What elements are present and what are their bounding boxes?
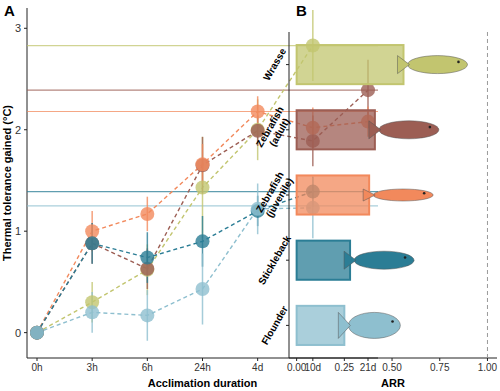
x-tick — [392, 358, 393, 361]
fish-body — [373, 189, 433, 201]
y-axis — [27, 8, 28, 358]
x-tick — [147, 358, 148, 361]
y-tick-label: Zebrafish(adult) — [254, 105, 296, 155]
data-point — [30, 326, 44, 340]
reference-line — [27, 90, 378, 91]
x-tick — [202, 358, 203, 361]
fish-eye — [391, 320, 394, 323]
x-axis-title: Acclimation duration — [148, 377, 258, 389]
x-tick — [92, 358, 93, 361]
bar — [297, 306, 345, 345]
fish-eye — [457, 61, 460, 64]
fish-eye — [423, 192, 426, 195]
fish-tail — [397, 56, 409, 74]
x-tick-label: 10d — [304, 362, 321, 373]
fish-tail — [363, 189, 375, 201]
x-tick-label: 21d — [360, 362, 377, 373]
y-tick-label: Flounder — [259, 304, 290, 347]
fish-body — [379, 121, 439, 139]
data-point — [30, 326, 44, 340]
x-tick-label: 0.25 — [335, 362, 355, 373]
data-point — [30, 326, 44, 340]
data-point — [85, 224, 99, 238]
x-tick-label: 6h — [142, 362, 153, 373]
y-tick — [24, 28, 27, 29]
x-tick — [257, 358, 258, 361]
x-tick-label: 0.50 — [382, 362, 402, 373]
data-point — [196, 234, 210, 248]
y-tick-label: 1 — [15, 225, 21, 237]
data-point — [140, 207, 154, 221]
x-tick — [487, 358, 488, 361]
panel-label: A — [4, 2, 15, 19]
data-point — [30, 326, 44, 340]
data-point — [251, 104, 265, 118]
y-tick-label: Wrasse — [261, 46, 288, 83]
x-tick-label: 0.75 — [430, 362, 450, 373]
x-tick-label: 3h — [87, 362, 98, 373]
fish-tail — [344, 251, 356, 269]
x-tick — [37, 358, 38, 361]
fish-icon — [369, 121, 439, 139]
fish-tail — [369, 121, 381, 139]
x-tick-label: 0h — [31, 362, 42, 373]
fish-icon — [397, 56, 467, 74]
fish-icon — [363, 189, 433, 201]
data-point — [196, 282, 210, 296]
x-axis — [289, 358, 497, 359]
y-tick — [24, 129, 27, 130]
x-tick-label: 24h — [194, 362, 211, 373]
fish-icon — [338, 312, 400, 338]
y-tick — [24, 231, 27, 232]
fish-body — [407, 56, 467, 74]
bar — [297, 110, 375, 149]
data-point — [361, 83, 375, 97]
y-tick-label: 2 — [15, 124, 21, 136]
data-point — [85, 236, 99, 250]
data-point — [196, 181, 210, 195]
y-tick — [286, 64, 289, 65]
y-tick-label: Stickleback — [256, 233, 293, 287]
y-axis-title: Thermal tolerance gained (°C) — [1, 105, 13, 261]
y-tick — [286, 325, 289, 326]
data-point — [85, 305, 99, 319]
x-tick — [296, 358, 297, 361]
panel-label: B — [296, 2, 307, 19]
bar — [297, 175, 370, 214]
fish-eye — [404, 256, 407, 259]
fish-icon — [344, 251, 414, 269]
reference-line — [487, 32, 488, 358]
data-point — [85, 236, 99, 250]
fish-body — [354, 251, 414, 269]
y-tick — [24, 332, 27, 333]
plot-area — [297, 32, 488, 358]
data-point — [140, 308, 154, 322]
data-point — [196, 157, 210, 171]
x-tick — [344, 358, 345, 361]
y-tick-label: Zebrafish(juvenile) — [254, 170, 296, 220]
fish-body — [348, 312, 400, 338]
series-line — [37, 208, 313, 333]
y-tick — [286, 260, 289, 261]
data-point — [140, 251, 154, 265]
y-tick-label: 3 — [15, 22, 21, 34]
x-tick-label: 1.00 — [478, 362, 498, 373]
bar — [297, 241, 350, 280]
data-point — [30, 326, 44, 340]
x-tick-label: 4d — [252, 362, 263, 373]
figure: A 0 1 2 3 0h 3h 6h 24h 4d 10d 21d Acclimation durati… — [0, 0, 500, 391]
x-tick-label: 0.00 — [287, 362, 307, 373]
y-tick-label: 0 — [15, 327, 21, 339]
fish-tail — [338, 312, 350, 338]
bar — [297, 45, 404, 84]
fish-eye — [429, 126, 432, 129]
x-tick — [439, 358, 440, 361]
x-axis-title: ARR — [381, 377, 405, 389]
